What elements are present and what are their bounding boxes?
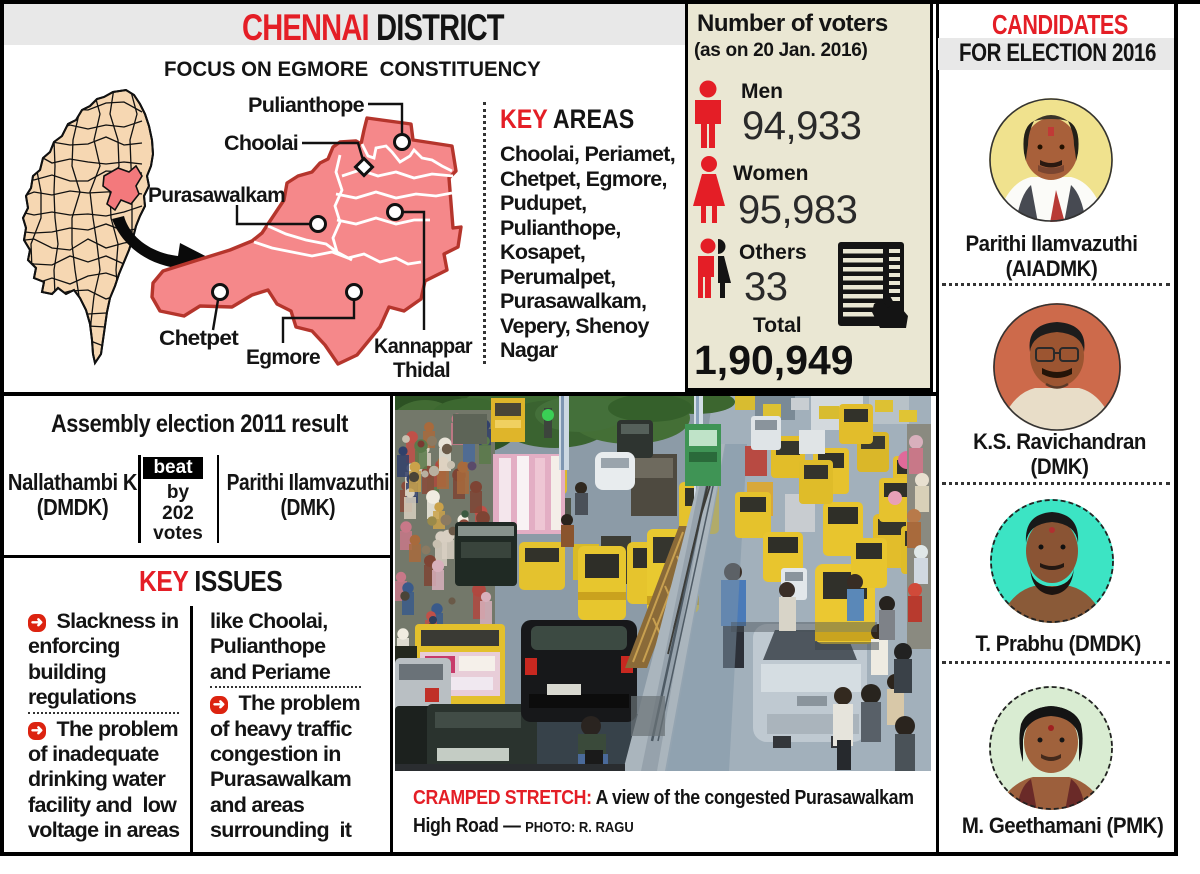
svg-text:Thidal: Thidal [393,358,450,382]
svg-text:Chetpet: Chetpet [159,326,239,350]
svg-text:Kannappar: Kannappar [374,334,473,358]
svg-text:Purasawalkam: Purasawalkam [148,183,285,207]
svg-text:Egmore: Egmore [246,345,321,369]
svg-text:Pulianthope: Pulianthope [248,93,365,117]
svg-text:Choolai: Choolai [224,131,298,155]
